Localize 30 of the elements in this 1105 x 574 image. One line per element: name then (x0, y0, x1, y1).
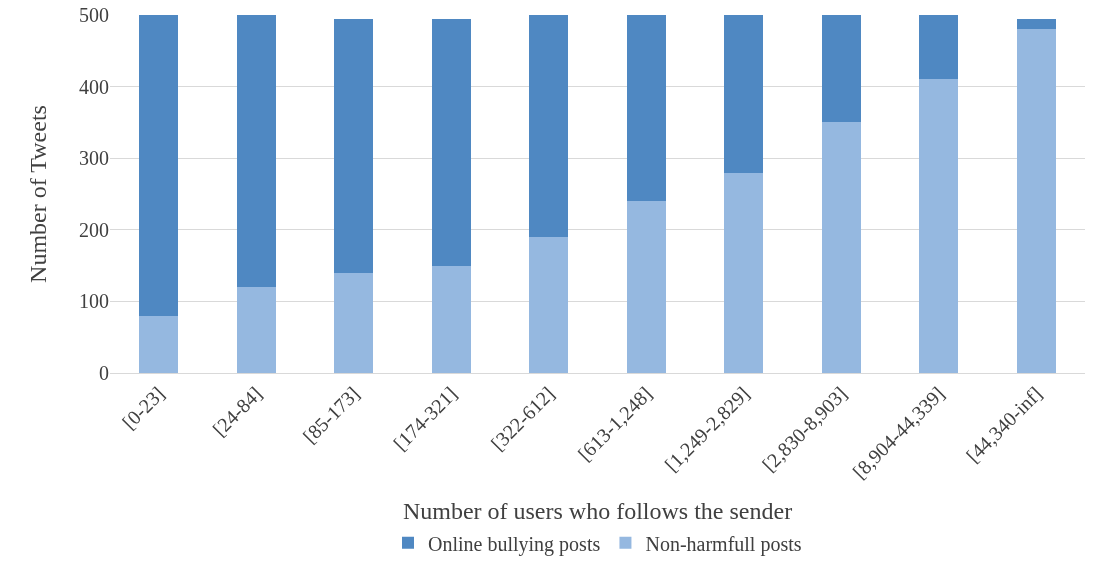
y-axis-title: Number of Tweets (25, 105, 52, 283)
y-tick-label: 200 (79, 218, 109, 241)
y-tick-label: 500 (79, 4, 109, 26)
bar (626, 15, 666, 202)
bar (139, 315, 179, 373)
bar (529, 15, 569, 237)
bar (724, 15, 764, 173)
y-tick-label: 300 (79, 147, 109, 170)
bar (139, 15, 179, 316)
y-tick-label: 0 (99, 362, 109, 384)
bar (919, 15, 959, 80)
y-tick-label: 100 (79, 290, 109, 313)
bar (821, 15, 861, 123)
y-tick-label: 400 (79, 75, 109, 98)
bar (236, 287, 276, 373)
bar (724, 172, 764, 373)
bar (1016, 18, 1056, 30)
x-axis-title: Number of users who follows the sender (402, 498, 793, 525)
legend-label: Online bullying posts (428, 532, 601, 556)
bar (431, 18, 471, 266)
bar (919, 79, 959, 373)
bar (334, 18, 374, 273)
bar (334, 272, 374, 373)
bar (1016, 29, 1056, 373)
bar (626, 201, 666, 373)
bar (821, 122, 861, 373)
bar (236, 15, 276, 288)
bar (431, 265, 471, 373)
legend-label: Non-harmfull posts (645, 532, 802, 556)
bar (529, 236, 569, 373)
